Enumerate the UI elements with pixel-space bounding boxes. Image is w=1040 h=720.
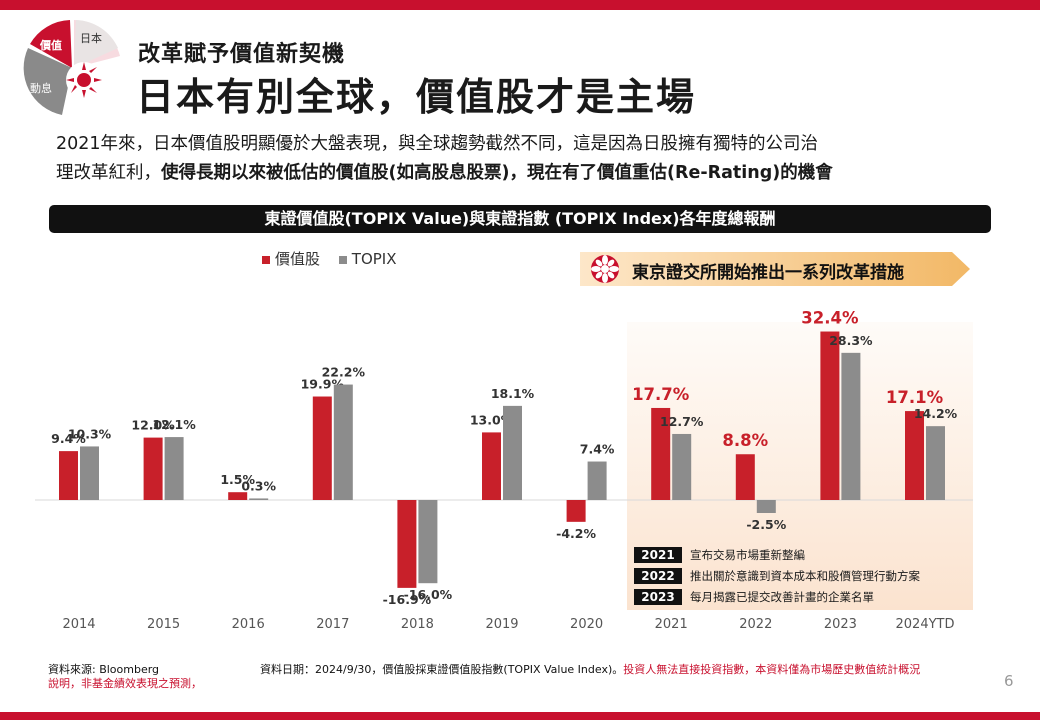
label-topix-2020: 7.4%: [580, 442, 615, 457]
description: 2021年來，日本價值股明顯優於大盤表現，與全球趨勢截然不同，這是因為日股擁有獨…: [56, 130, 996, 188]
bar-value-2018: [397, 500, 417, 588]
bar-topix-2017: [333, 384, 353, 500]
label-topix-2014: 10.3%: [68, 426, 112, 441]
bar-topix-2022: [756, 500, 776, 513]
reform-row-2021: 2021 宣布交易市場重新整編: [634, 545, 920, 564]
x-tick-label-2018: 2018: [401, 617, 434, 632]
label-topix-2023: 28.3%: [829, 333, 873, 348]
x-tick-label-2024YTD: 2024YTD: [896, 617, 955, 632]
x-tick-label-2020: 2020: [570, 617, 603, 632]
bar-topix-2020: [587, 461, 607, 500]
bar-value-2017: [312, 396, 332, 500]
bar-topix-2018: [418, 500, 438, 584]
label-value-2019: 13.0%: [470, 412, 514, 427]
badge-label-momentum: 動息: [30, 81, 52, 95]
reform-text: 宣布交易市場重新整編: [690, 547, 805, 562]
top-accent-bar: [0, 0, 1040, 10]
bar-value-2023: [820, 331, 840, 500]
reform-year: 2021: [634, 546, 682, 563]
bar-topix-2019: [503, 405, 522, 500]
legend-item-value: 價值股: [262, 250, 320, 268]
label-value-2023: 32.4%: [801, 309, 859, 328]
reform-timeline: 2021 宣布交易市場重新整編 2022 推出關於意識到資本成本和股價管理行動方…: [634, 545, 920, 608]
label-value-2014: 9.4%: [51, 431, 86, 446]
badge-label-value: 價值: [39, 38, 62, 52]
callout-arrow: [580, 252, 970, 286]
page-subtitle: 改革賦予價值新契機: [138, 42, 346, 67]
footer-date-note: 資料日期：2024/9/30，價值股採東證價值股指數(TOPIX Value I…: [260, 663, 921, 676]
label-topix-2017: 22.2%: [322, 365, 366, 380]
x-tick-label-2023: 2023: [824, 617, 857, 632]
bar-value-2016: [228, 492, 248, 500]
footer-disclaimer: 說明，非基金績效表現之預測，: [48, 677, 202, 690]
bar-value-2014: [59, 451, 78, 500]
reform-text: 推出關於意識到資本成本和股價管理行動方案: [690, 568, 920, 583]
x-tick-label-2021: 2021: [655, 617, 688, 632]
label-value-2015: 12.0%: [131, 418, 175, 433]
reform-year: 2022: [634, 567, 682, 584]
x-tick-label-2016: 2016: [232, 617, 265, 632]
bar-value-2021: [651, 407, 671, 500]
label-topix-2018: -16.0%: [404, 587, 453, 602]
bar-value-2019: [482, 432, 501, 500]
x-tick-label-2014: 2014: [62, 617, 95, 632]
reform-badge-logo: 價值 日本 動息: [23, 20, 120, 115]
label-value-2016: 1.5%: [220, 472, 255, 487]
chart-title: 東證價值股(TOPIX Value)與東證指數 (TOPIX Index)各年度…: [49, 205, 991, 233]
bar-value-2020: [566, 500, 586, 522]
bar-value-2022: [735, 454, 755, 500]
label-topix-2016: 0.3%: [241, 478, 276, 493]
label-topix-2019: 18.1%: [491, 386, 535, 401]
x-tick-label-2019: 2019: [485, 617, 518, 632]
chart-legend: 價值股 TOPIX: [262, 248, 411, 269]
x-tick-label-2022: 2022: [739, 617, 772, 632]
footer-source: 資料來源: Bloomberg: [48, 663, 160, 676]
label-topix-2021: 12.7%: [660, 414, 704, 429]
page-number: 6: [1004, 672, 1014, 690]
bar-value-2015: [143, 437, 163, 500]
label-value-2020: -4.2%: [556, 526, 596, 541]
bottom-accent-bar: [0, 712, 1040, 720]
page-title: 日本有別全球，價值股才是主場: [136, 75, 697, 119]
legend-item-topix: TOPIX: [338, 250, 397, 268]
label-value-2022: 8.8%: [722, 431, 768, 450]
x-tick-label-2015: 2015: [147, 617, 180, 632]
bar-topix-2021: [672, 433, 692, 500]
callout-text: 東京證交所開始推出一系列改革措施: [632, 263, 904, 283]
reform-row-2022: 2022 推出關於意識到資本成本和股價管理行動方案: [634, 566, 920, 585]
reform-row-2023: 2023 每月揭露已提交改善計畫的企業名單: [634, 587, 920, 606]
label-value-2018: -16.9%: [383, 592, 432, 607]
badge-label-japan: 日本: [80, 31, 102, 45]
description-line-1: 2021年來，日本價值股明顯優於大盤表現，與全球趨勢截然不同，這是因為日股擁有獨…: [56, 134, 819, 154]
bar-topix-2024YTD: [926, 426, 945, 500]
bar-topix-2014: [80, 446, 99, 500]
label-value-2024YTD: 17.1%: [886, 388, 944, 407]
description-line-2: 理改革紅利，使得長期以來被低估的價值股(如高股息股票)，現在有了價值重估(Re-…: [56, 163, 833, 183]
reform-text: 每月揭露已提交改善計畫的企業名單: [690, 589, 874, 604]
label-topix-2015: 12.1%: [152, 417, 196, 432]
bar-value-2024YTD: [905, 411, 924, 500]
label-value-2021: 17.7%: [632, 385, 690, 404]
bar-topix-2015: [164, 437, 184, 500]
bar-topix-2023: [841, 352, 861, 500]
label-topix-2022: -2.5%: [746, 517, 786, 532]
label-value-2017: 19.9%: [301, 377, 345, 392]
reform-year: 2023: [634, 588, 682, 605]
x-tick-label-2017: 2017: [316, 617, 349, 632]
bar-topix-2016: [249, 498, 269, 500]
label-topix-2024YTD: 14.2%: [914, 406, 958, 421]
